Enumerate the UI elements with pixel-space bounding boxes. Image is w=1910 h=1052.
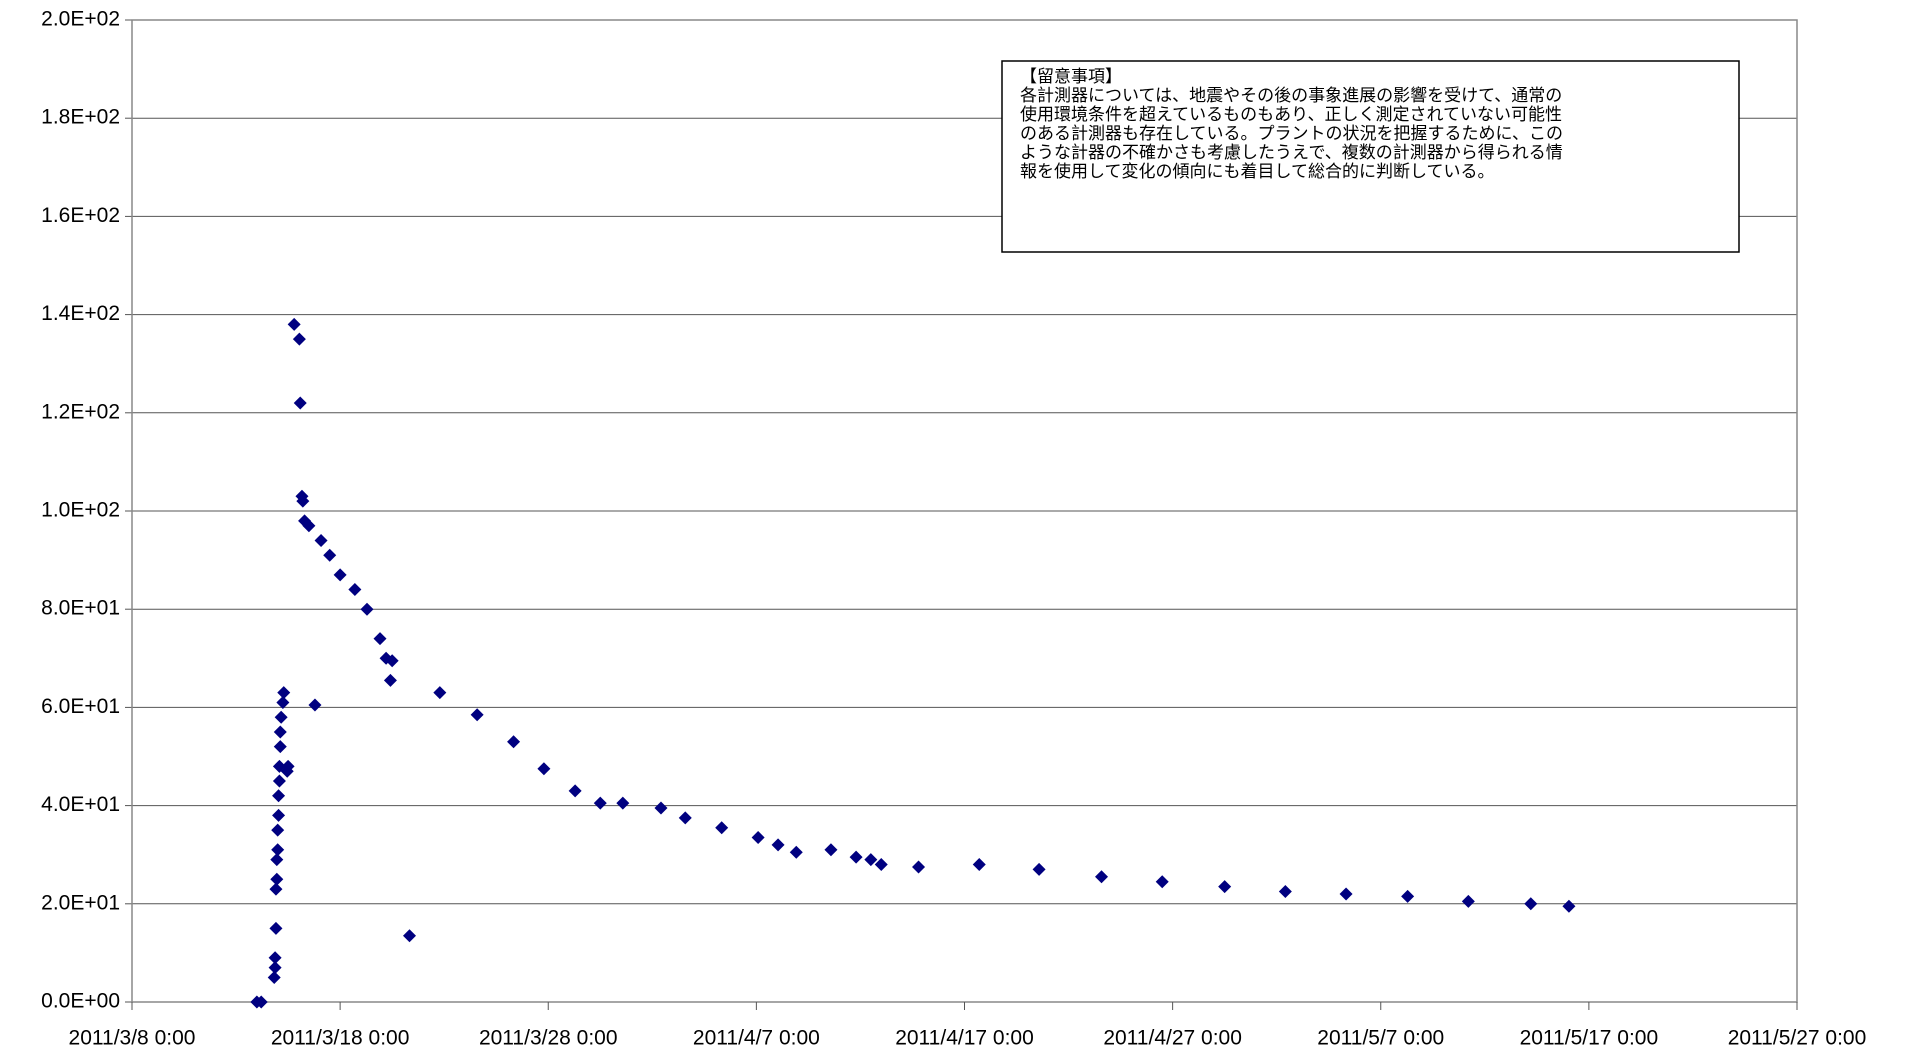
data-point	[348, 583, 362, 597]
data-point	[333, 568, 347, 582]
data-point	[1461, 894, 1475, 908]
x-tick-label: 2011/5/27 0:00	[1728, 1027, 1867, 1050]
data-point	[267, 970, 281, 984]
data-point	[1401, 889, 1415, 903]
data-point	[433, 686, 447, 700]
x-tick-label: 2011/4/7 0:00	[693, 1027, 820, 1050]
data-point	[1524, 897, 1538, 911]
data-point	[824, 843, 838, 857]
data-point	[281, 759, 295, 773]
data-point	[271, 843, 285, 857]
y-tick-label: 8.0E+01	[41, 597, 120, 620]
data-point	[1032, 862, 1046, 876]
data-point	[268, 951, 282, 965]
x-tick-label: 2011/4/27 0:00	[1103, 1027, 1242, 1050]
annotation-box	[1001, 60, 1740, 253]
y-tick-label: 2.0E+01	[41, 891, 120, 914]
annotation-line: のある計測器も存在している。プラントの状況を把握するために、この	[1020, 124, 1563, 143]
data-point	[771, 838, 785, 852]
data-point	[287, 317, 301, 331]
data-point	[314, 533, 328, 547]
data-point	[270, 872, 284, 886]
data-point	[254, 995, 268, 1009]
data-point	[715, 821, 729, 835]
data-point	[269, 882, 283, 896]
data-point	[403, 929, 416, 943]
x-tick-label: 2011/3/8 0:00	[69, 1027, 196, 1050]
data-point	[972, 858, 986, 872]
x-tick-label: 2011/4/17 0:00	[895, 1027, 1034, 1050]
data-point	[268, 961, 282, 975]
data-point	[654, 801, 668, 815]
data-point	[373, 632, 387, 646]
data-point	[912, 860, 926, 874]
data-point	[293, 396, 307, 410]
data-point	[302, 519, 316, 533]
x-tick-label: 2011/3/18 0:00	[271, 1027, 410, 1050]
data-point	[272, 774, 286, 788]
annotation-line: 各計測器については、地震やその後の事象進展の影響を受けて、通常の	[1020, 86, 1562, 105]
data-point	[385, 654, 399, 668]
data-point	[323, 548, 337, 562]
x-tick-label: 2011/5/17 0:00	[1520, 1027, 1659, 1050]
y-tick-label: 1.4E+02	[41, 302, 120, 325]
data-point	[616, 796, 630, 810]
annotation-line: 報を使用して変化の傾向にも着目して総合的に判断している。	[1020, 161, 1494, 181]
data-point	[276, 695, 290, 709]
data-point	[789, 845, 803, 859]
annotation-line: 【留意事項】	[1020, 67, 1122, 86]
data-point	[271, 823, 285, 837]
data-point	[1278, 885, 1292, 899]
y-tick-label: 4.0E+01	[41, 793, 120, 816]
data-point	[593, 796, 607, 810]
y-tick-label: 6.0E+01	[41, 695, 120, 718]
data-point	[270, 853, 284, 867]
data-point	[470, 708, 484, 722]
data-point	[292, 332, 306, 346]
data-point	[272, 789, 286, 803]
data-point	[296, 494, 310, 508]
data-point	[1095, 870, 1109, 884]
data-point	[269, 921, 283, 935]
y-tick-label: 1.0E+02	[41, 499, 120, 522]
data-point	[274, 710, 288, 724]
y-tick-label: 1.8E+02	[41, 106, 120, 129]
data-point	[1562, 899, 1576, 913]
data-point	[273, 725, 287, 739]
data-point	[864, 853, 878, 867]
data-point	[751, 831, 765, 845]
data-point	[272, 808, 286, 822]
annotation-line: ような計器の不確かさも考慮したうえで、複数の計測器から得られる情	[1020, 143, 1563, 162]
data-point	[308, 698, 322, 712]
data-point	[273, 740, 287, 754]
y-tick-label: 1.2E+02	[41, 400, 120, 423]
x-tick-label: 2011/5/7 0:00	[1317, 1027, 1444, 1050]
data-point	[1339, 887, 1353, 901]
data-point	[537, 762, 551, 776]
y-tick-label: 2.0E+02	[41, 8, 120, 31]
data-point	[1218, 880, 1232, 894]
annotation-line: 使用環境条件を超えているものもあり、正しく測定されていない可能性	[1020, 104, 1562, 124]
data-point	[360, 602, 374, 616]
data-point	[678, 811, 692, 825]
data-point	[568, 784, 582, 798]
data-point	[849, 850, 863, 864]
y-tick-label: 0.0E+00	[41, 990, 120, 1013]
y-tick-label: 1.6E+02	[41, 204, 120, 227]
data-point	[1155, 875, 1169, 889]
x-tick-label: 2011/3/28 0:00	[479, 1027, 618, 1050]
data-point	[277, 686, 291, 700]
data-point	[383, 673, 397, 687]
data-point	[874, 858, 888, 872]
data-point	[507, 735, 521, 749]
